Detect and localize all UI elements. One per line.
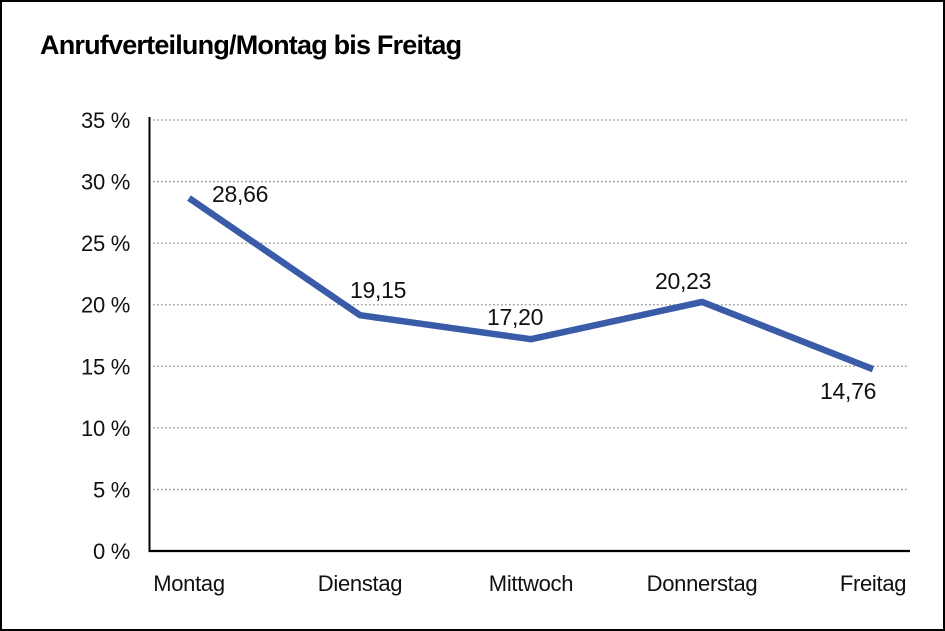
x-axis-label: Montag	[153, 571, 225, 596]
y-tick-label: 35 %	[81, 108, 130, 133]
x-axis-label: Donnerstag	[647, 571, 758, 596]
x-axis-label: Dienstag	[318, 571, 402, 596]
chart-title: Anrufverteilung/Montag bis Freitag	[40, 30, 462, 60]
data-point-label: 17,20	[487, 304, 543, 330]
y-tick-label: 30 %	[81, 170, 130, 195]
y-tick-label: 20 %	[81, 293, 130, 318]
y-tick-label: 25 %	[81, 231, 130, 256]
y-tick-label: 15 %	[81, 354, 130, 379]
data-point-label: 28,66	[212, 181, 268, 207]
x-axis-label: Mittwoch	[489, 571, 573, 596]
data-point-label: 20,23	[655, 268, 711, 294]
y-tick-label: 10 %	[81, 416, 130, 441]
data-point-label: 19,15	[350, 277, 406, 303]
x-axis-label: Freitag	[840, 571, 906, 596]
y-tick-label: 0 %	[93, 539, 130, 564]
data-series-line	[187, 195, 875, 373]
data-point-label: 14,76	[820, 378, 876, 404]
y-tick-label: 5 %	[93, 477, 130, 502]
